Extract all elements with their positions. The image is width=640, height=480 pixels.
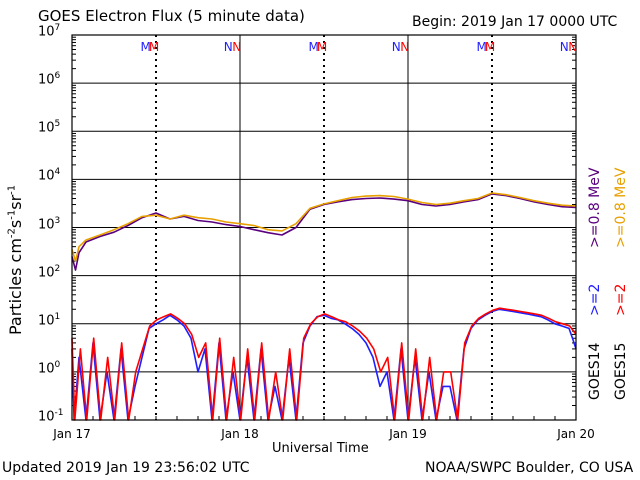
top-marker: N	[568, 40, 578, 54]
y-tick-label: 100	[38, 359, 61, 377]
y-tick-label: 101	[38, 311, 61, 329]
legend-goes14-08mev: >=0.8 MeV	[587, 167, 603, 248]
x-tick-label: Jan 18	[221, 427, 259, 441]
credit-text: NOAA/SWPC Boulder, CO USA	[425, 460, 634, 476]
updated-timestamp: Updated 2019 Jan 19 23:56:02 UTC	[2, 460, 250, 476]
top-marker: M	[308, 40, 319, 54]
legend-goes14-2mev: >=2	[587, 283, 603, 316]
top-marker: N	[232, 40, 242, 54]
y-axis-label: Particles cm-2s-1sr-1	[6, 184, 25, 335]
y-tick-label: 107	[38, 23, 61, 40]
top-marker: N	[223, 40, 233, 54]
series-line-3	[71, 308, 577, 421]
top-marker: M	[316, 40, 328, 54]
y-tick-label: 106	[38, 71, 61, 88]
legend-goes15-label: GOES15	[613, 342, 629, 400]
x-tick-label: Jan 17	[53, 427, 91, 441]
chart-title: GOES Electron Flux (5 minute data)	[38, 7, 305, 25]
top-marker: N	[400, 40, 410, 54]
x-tick-label: Jan 19	[389, 427, 427, 441]
series-line-2	[71, 192, 577, 262]
y-tick-label: 104	[38, 167, 61, 184]
y-tick-label: 10-1	[38, 408, 64, 425]
legend-goes14-label: GOES14	[587, 342, 603, 400]
legend-goes15-2mev: >=2	[613, 283, 629, 316]
y-tick-label: 102	[38, 263, 61, 280]
plot-frame	[71, 34, 577, 421]
top-marker: N	[391, 40, 401, 54]
top-marker: N	[559, 40, 569, 54]
top-marker: M	[148, 40, 160, 54]
x-tick-label: Jan 20	[557, 427, 595, 441]
y-tick-label: 103	[38, 215, 61, 232]
legend-goes15-08mev: >=0.8 MeV	[613, 167, 629, 248]
series-line-4	[71, 307, 577, 421]
top-marker: M	[476, 40, 487, 54]
y-tick-label: 105	[38, 119, 61, 136]
top-marker: M	[140, 40, 151, 54]
x-axis-label: Universal Time	[272, 441, 369, 456]
begin-time: Begin: 2019 Jan 17 0000 UTC	[412, 14, 618, 30]
top-marker: M	[484, 40, 496, 54]
